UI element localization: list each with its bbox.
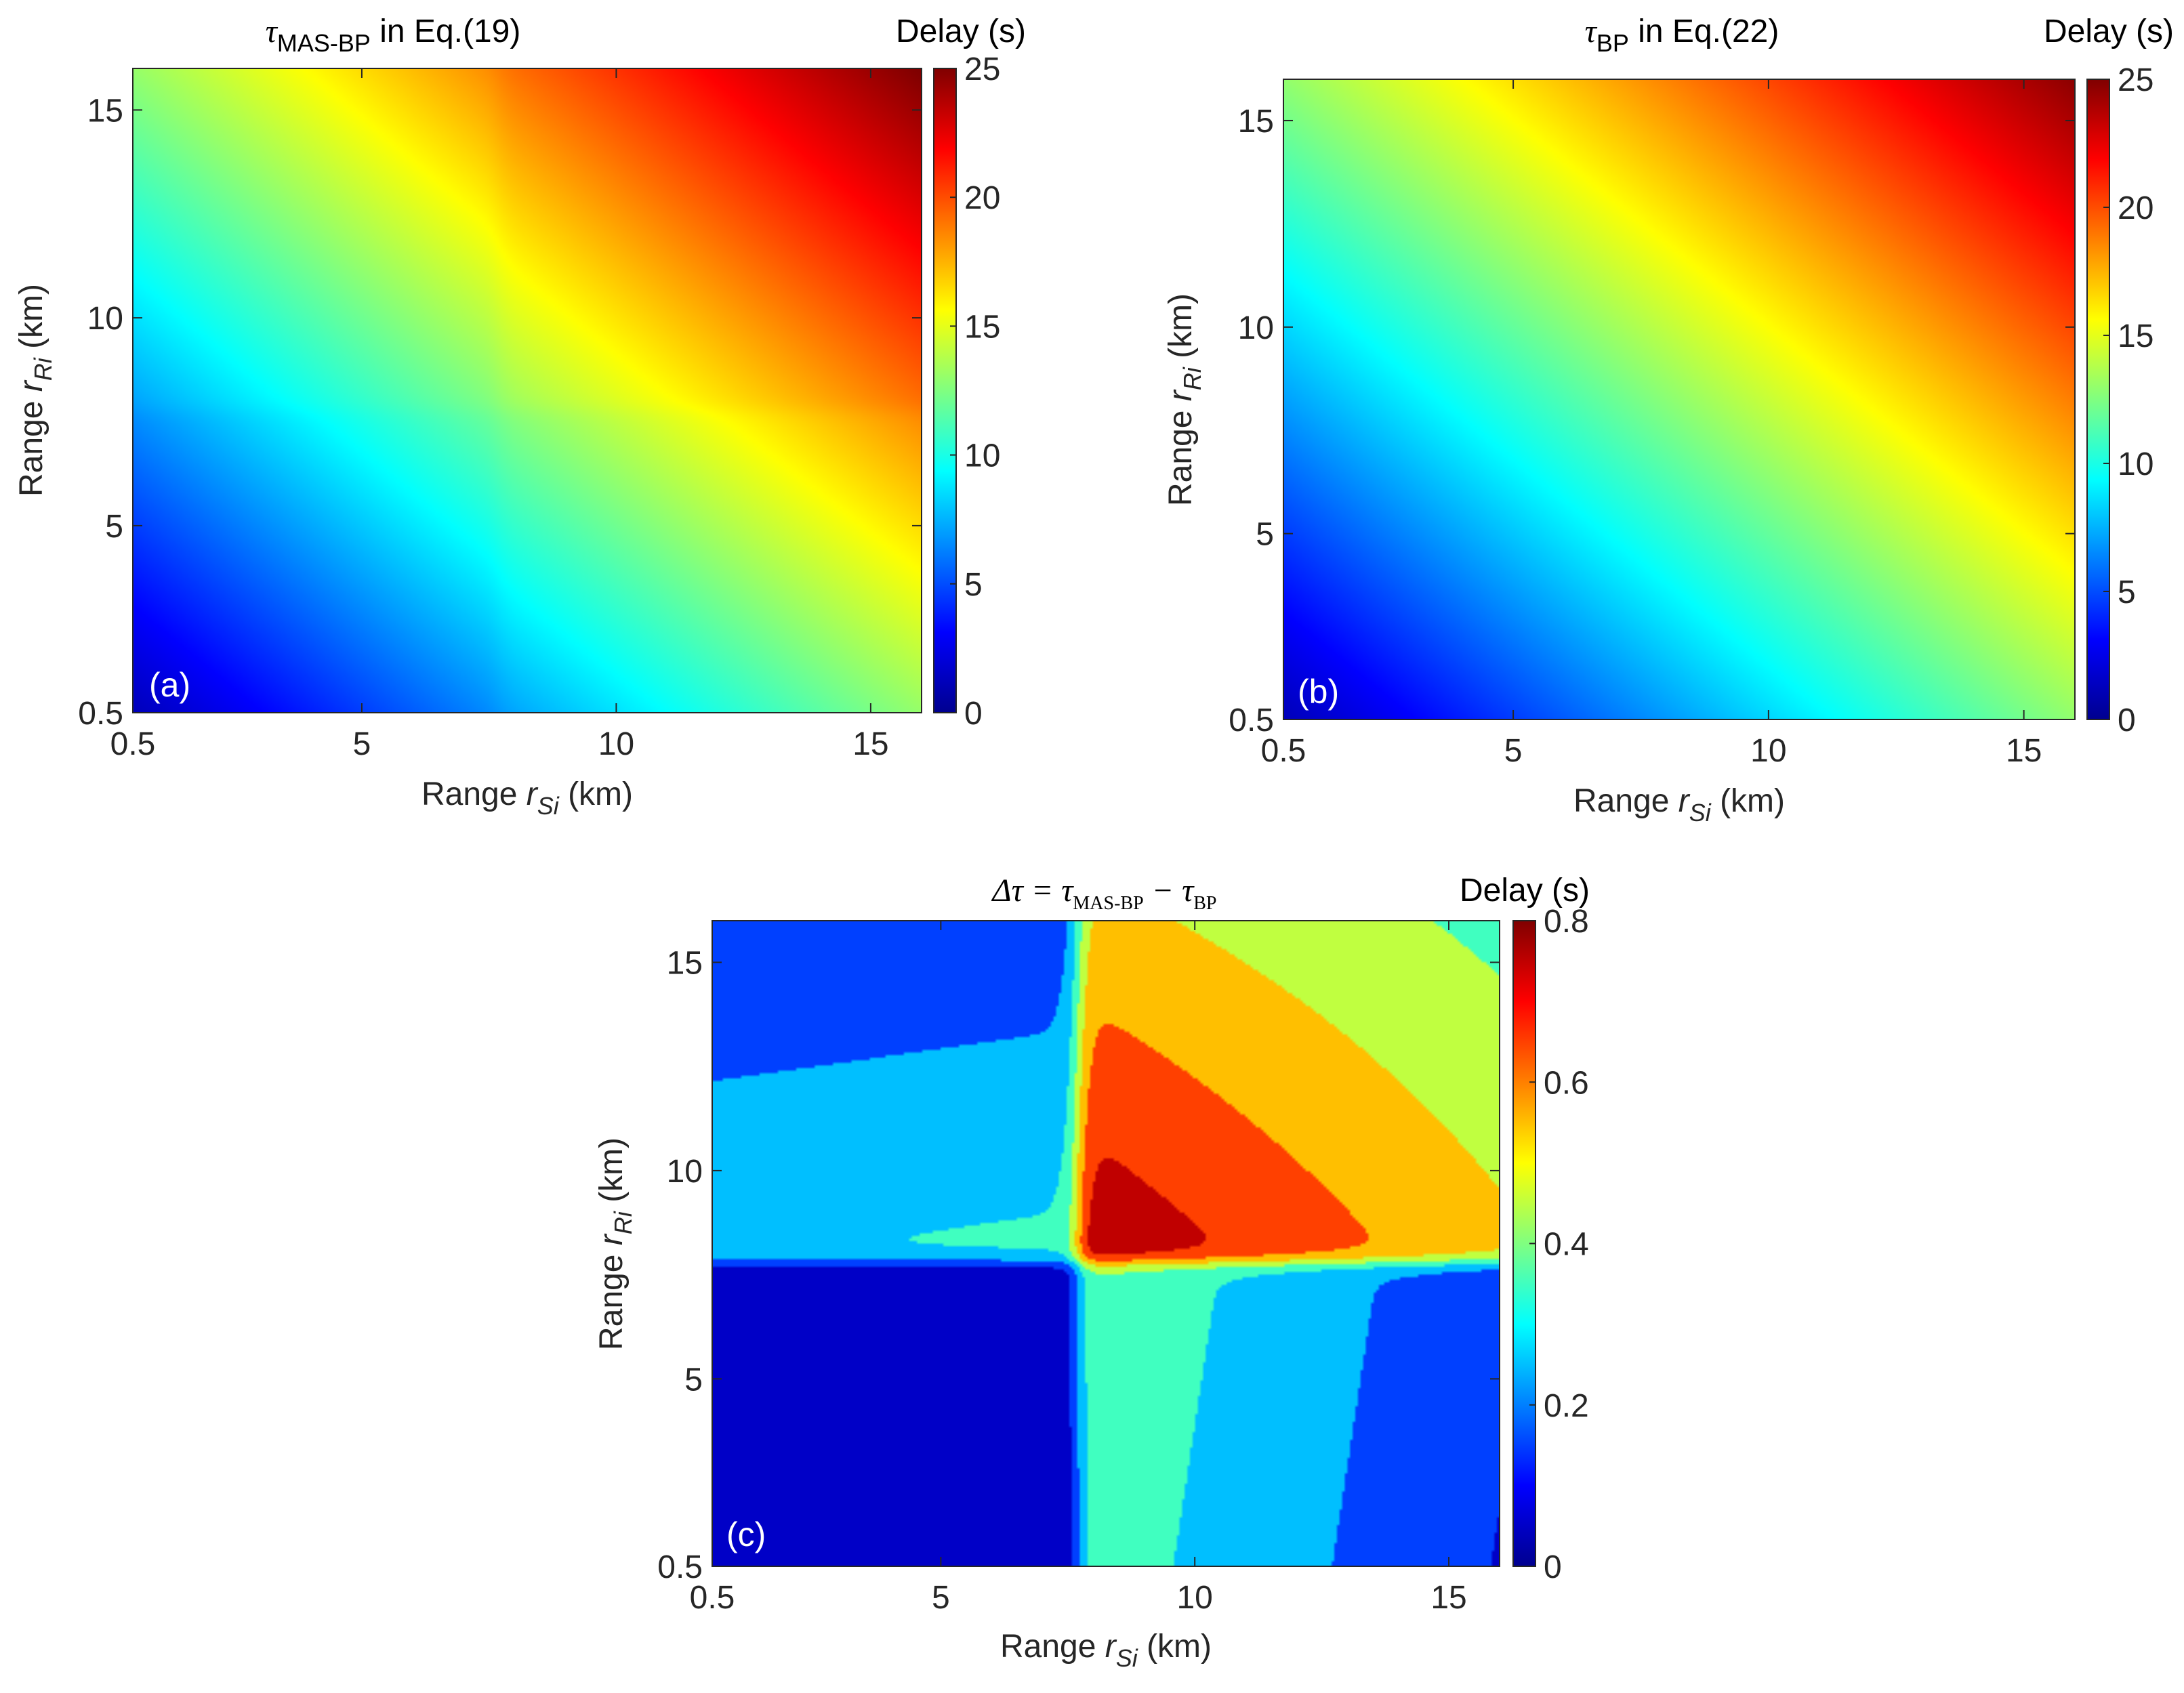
panel-a-ytick-label: 0.5 xyxy=(78,696,123,732)
panel-b-title: τBP in Eq.(22) xyxy=(1585,14,1779,57)
panel-b-xtick-label: 15 xyxy=(2006,733,2042,769)
panel-b-ytick-label: 0.5 xyxy=(1229,703,1274,738)
panel-a-ylabel: Range rRi (km) xyxy=(14,284,57,497)
panel-a-colorbar-tick-label: 5 xyxy=(964,567,983,603)
panel-c-xtick-label: 10 xyxy=(1176,1580,1212,1616)
panel-a-heatmap: τMAS-BP in Eq.(19) (a) 0.5 5 10 150.551015 … xyxy=(14,14,1026,820)
panel-a-xtick-label: 10 xyxy=(598,726,634,762)
panel-b-colorbar-tick-label: 20 xyxy=(2118,190,2154,226)
panel-a-ytick-label: 10 xyxy=(87,301,123,337)
panel-c-ytick-label: 15 xyxy=(667,945,703,981)
panel-a-colorbar-tick-label: 10 xyxy=(964,438,1000,474)
panel-b-ytick-label: 15 xyxy=(1238,104,1274,140)
panel-b-colorbar xyxy=(2086,79,2110,720)
panel-c-colorbar-tick-label: 0.6 xyxy=(1544,1065,1589,1101)
panel-c-xtick-label: 5 xyxy=(932,1580,950,1616)
panel-b-axes-box xyxy=(1283,79,2076,720)
panel-c-colorbar-tick-label: 0 xyxy=(1544,1549,1562,1585)
panel-a-ytick-label: 15 xyxy=(87,93,123,129)
panel-b-xtick-label: 0.5 xyxy=(1261,733,1306,769)
panel-a-colorbar-title: Delay (s) xyxy=(896,14,1026,49)
panel-a-ytick-label: 5 xyxy=(105,509,123,545)
panel-c-ytick-label: 10 xyxy=(667,1154,703,1190)
panel-a-axes-box xyxy=(132,68,922,713)
panel-b-colorbar-tick-label: 0 xyxy=(2118,703,2136,738)
panel-a-colorbar-tick-label: 15 xyxy=(964,309,1000,345)
panel-b-ytick-label: 10 xyxy=(1238,310,1274,346)
panel-b-xtick-label: 10 xyxy=(1750,733,1786,769)
panel-c-xtick-label: 15 xyxy=(1430,1580,1466,1616)
panel-b-heatmap: τBP in Eq.(22) (b) 0.5 5 10 15 0.5 5 10 15 Rang… xyxy=(1163,14,2174,827)
panel-c-ylabel: Range rRi (km) xyxy=(594,1137,637,1350)
panel-c-colorbar-tick-label: 0.4 xyxy=(1544,1227,1589,1263)
panel-a-xtick-label: 15 xyxy=(852,726,888,762)
panel-b-colorbar-tick-label: 10 xyxy=(2118,446,2154,482)
panel-b-label: (b) xyxy=(1298,673,1339,711)
panel-b-colorbar-tick-label: 5 xyxy=(2118,574,2136,610)
panel-a-colorbar-tick-label: 0 xyxy=(964,696,983,732)
panel-a-xlabel: Range rSi (km) xyxy=(421,776,633,820)
panel-b-colorbar-tick-label: 25 xyxy=(2118,62,2154,98)
panel-a-title: τMAS-BP in Eq.(19) xyxy=(266,14,521,57)
panel-b-heatmap-image xyxy=(1283,79,2075,719)
panel-c-contour-image xyxy=(712,921,1500,1566)
panel-c-colorbar-tick-label: 0.2 xyxy=(1544,1388,1589,1424)
panel-a-colorbar-tick-label: 25 xyxy=(964,51,1000,87)
panel-b-ylabel: Range rRi (km) xyxy=(1163,293,1206,506)
panel-b-xtick-label: 5 xyxy=(1504,733,1523,769)
panel-a-colorbar-tick-label: 20 xyxy=(964,180,1000,216)
panel-a-heatmap-image xyxy=(133,68,922,713)
panel-c-ytick-label: 5 xyxy=(684,1362,703,1398)
panel-c-ytick-label: 0.5 xyxy=(657,1549,703,1585)
panel-c-colorbar-tick-label: 0.8 xyxy=(1544,904,1589,940)
panel-a-xtick-label: 5 xyxy=(353,726,371,762)
panel-c-label: (c) xyxy=(726,1516,766,1553)
panel-b-ytick-label: 5 xyxy=(1256,517,1274,553)
panel-b-xlabel: Range rSi (km) xyxy=(1573,783,1785,827)
panel-a-xtick-label: 0.5 xyxy=(110,726,156,762)
panel-c-xtick-label: 0.5 xyxy=(690,1580,735,1616)
panel-c-axes-box xyxy=(712,920,1500,1567)
panel-c-title: Δτ = τMAS-BP − τBP xyxy=(991,873,1216,914)
panel-a-label: (a) xyxy=(149,666,190,704)
panel-b-colorbar-title: Delay (s) xyxy=(2044,14,2174,49)
panel-a-colorbar xyxy=(933,68,957,713)
panel-b-colorbar-tick-label: 15 xyxy=(2118,318,2154,354)
panel-c-xlabel: Range rSi (km) xyxy=(1000,1629,1212,1672)
panel-c-contour: Δτ = τMAS-BP − τBP (c) 0.5 5 10 150.551015 … xyxy=(594,873,1590,1672)
panel-c-colorbar-title: Delay (s) xyxy=(1460,873,1590,908)
